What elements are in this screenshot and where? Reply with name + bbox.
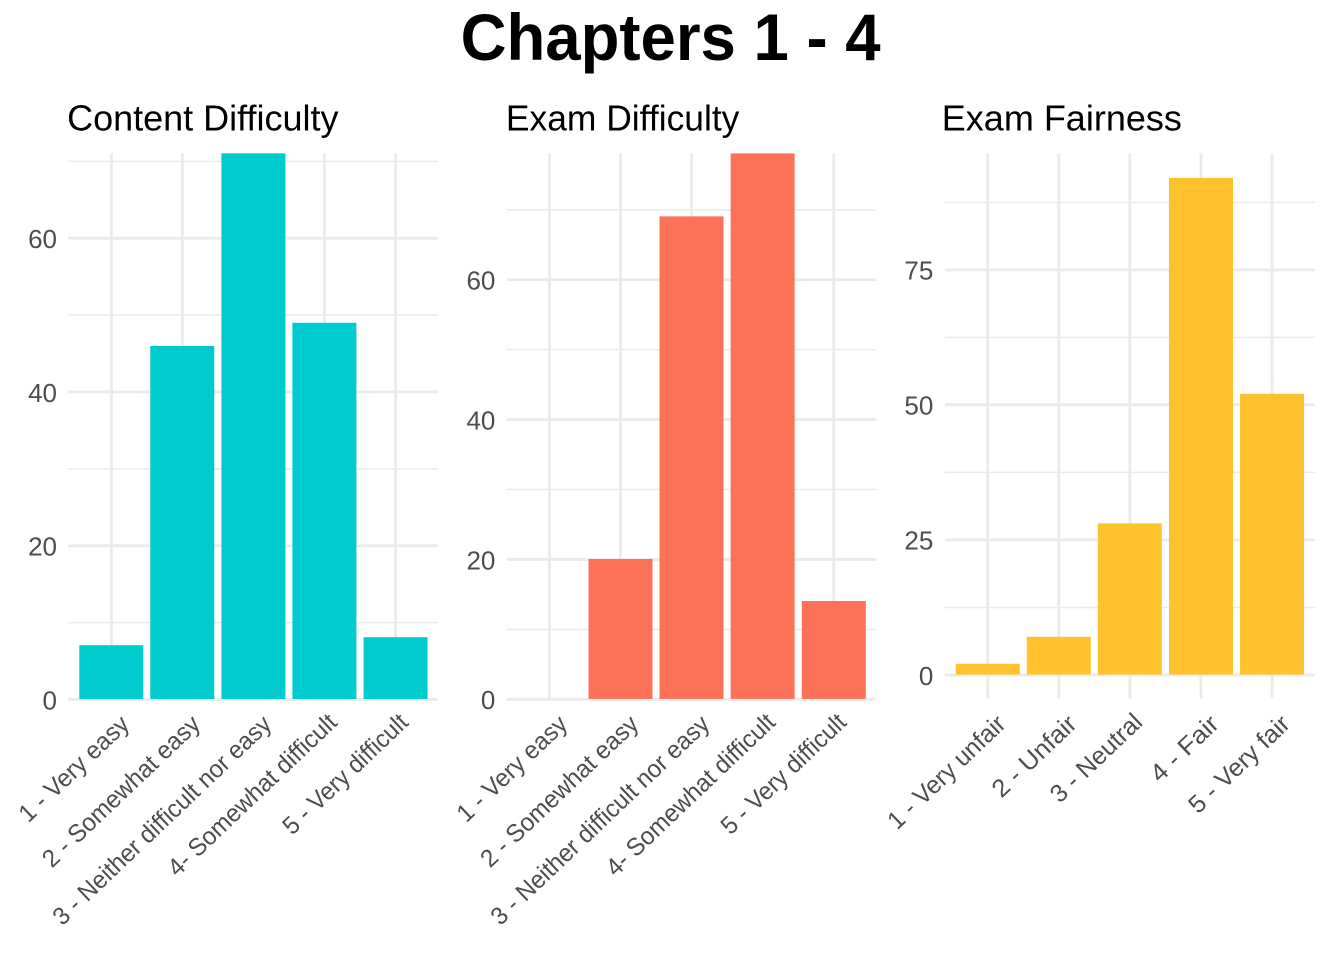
svg-text:Exam Difficulty: Exam Difficulty (506, 97, 740, 138)
svg-text:20: 20 (466, 545, 495, 575)
svg-text:Exam Fairness: Exam Fairness (942, 97, 1182, 138)
svg-text:20: 20 (28, 532, 57, 562)
svg-text:Chapters 1 - 4: Chapters 1 - 4 (461, 0, 881, 74)
svg-text:Content Difficulty: Content Difficulty (67, 97, 338, 138)
svg-text:0: 0 (481, 685, 495, 715)
svg-text:60: 60 (28, 224, 57, 254)
svg-text:0: 0 (919, 661, 933, 691)
svg-text:0: 0 (43, 685, 57, 715)
svg-text:50: 50 (904, 391, 933, 421)
svg-text:25: 25 (904, 526, 933, 556)
svg-text:40: 40 (28, 378, 57, 408)
svg-text:60: 60 (466, 266, 495, 296)
svg-text:75: 75 (904, 256, 933, 286)
svg-text:40: 40 (466, 405, 495, 435)
